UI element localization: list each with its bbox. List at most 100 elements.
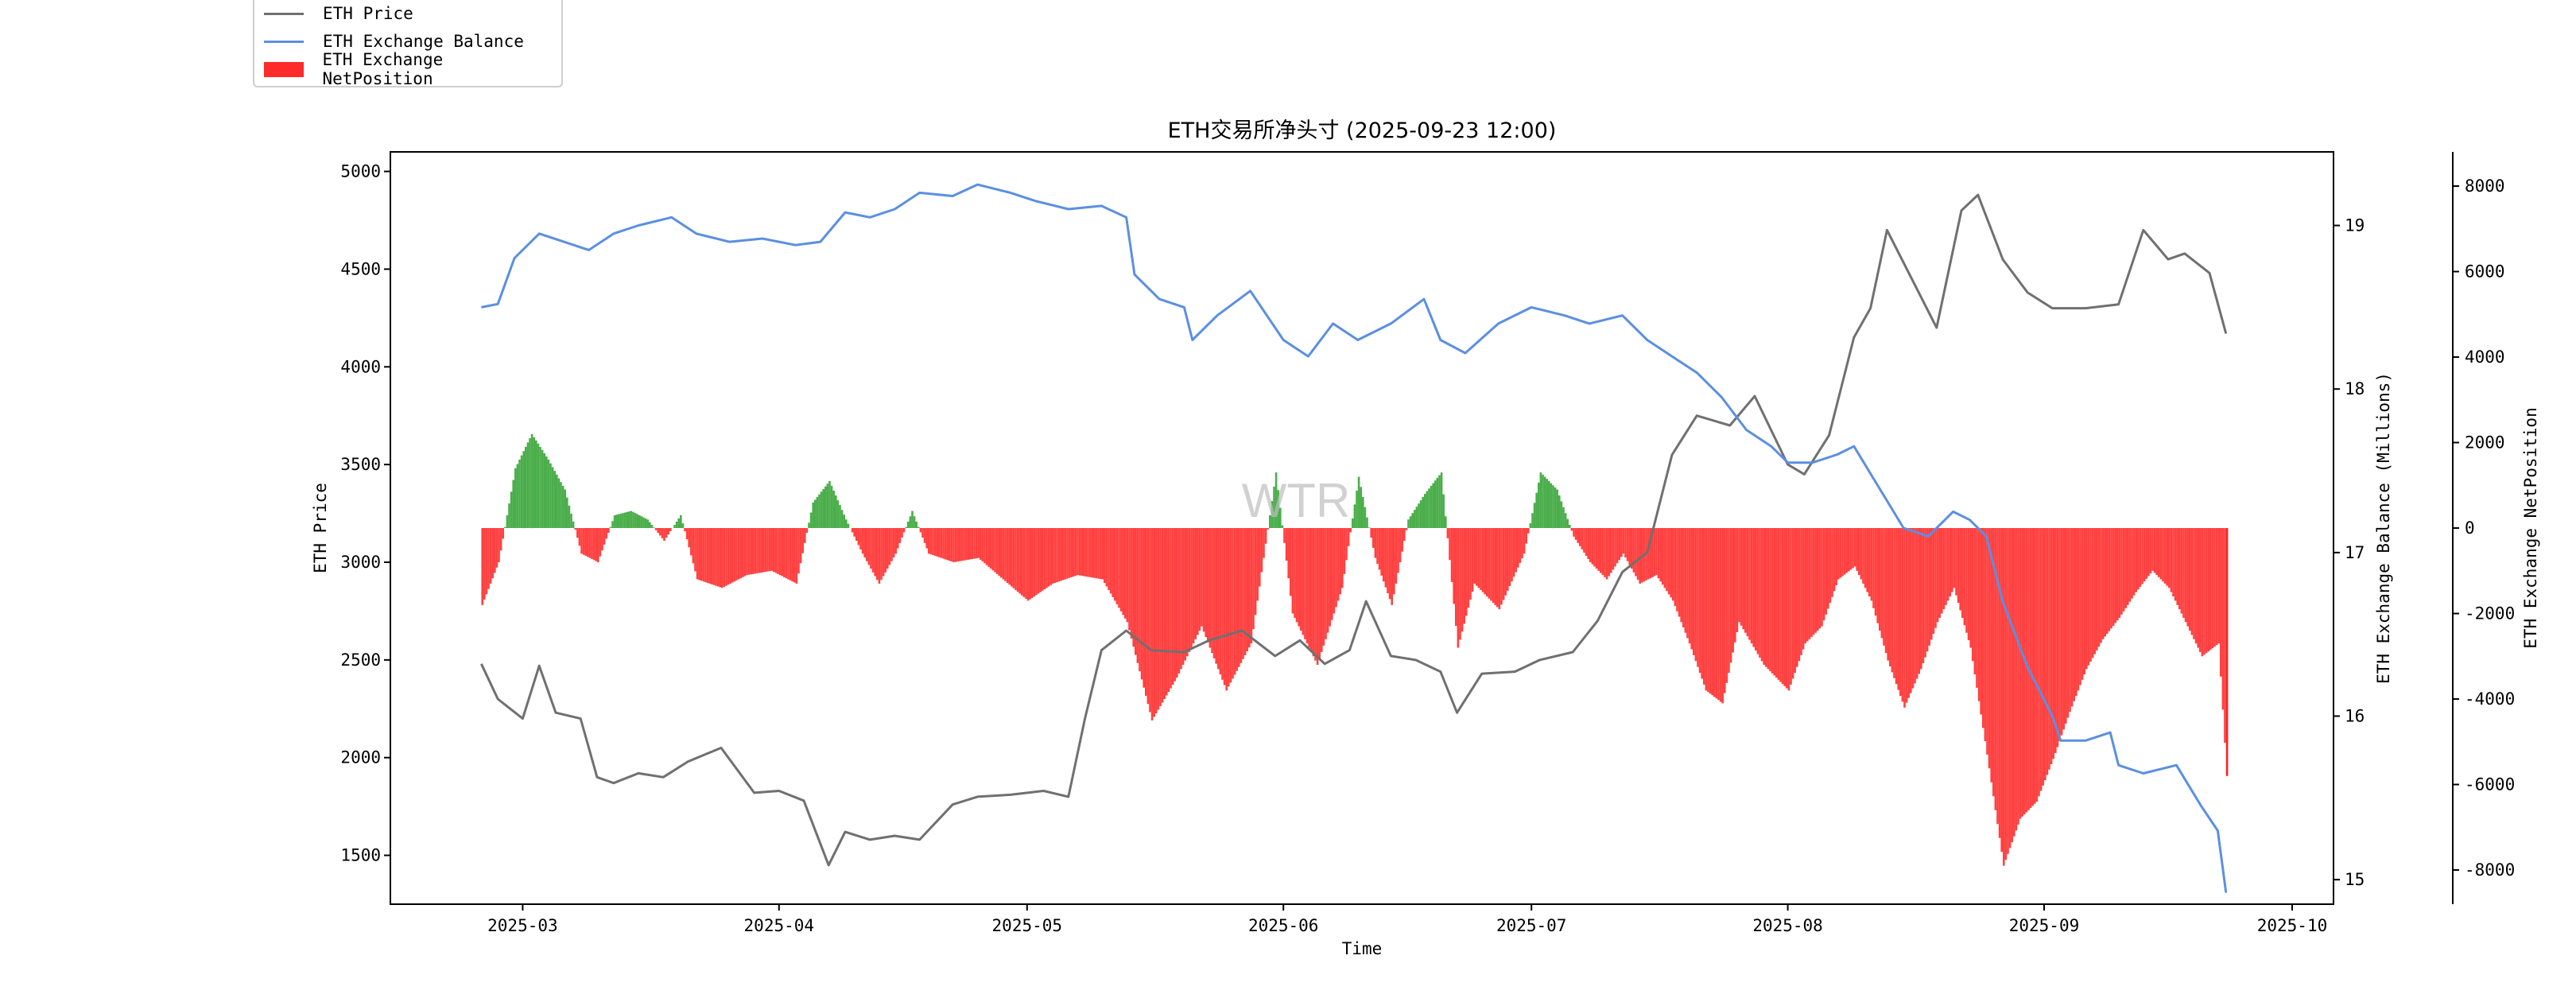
netposition-bar bbox=[1339, 528, 1341, 595]
netposition-bar bbox=[1321, 528, 1323, 652]
netposition-bar bbox=[1848, 528, 1850, 572]
netposition-bar bbox=[1750, 528, 1753, 644]
netposition-bar bbox=[1511, 528, 1513, 582]
netposition-bars bbox=[481, 433, 2229, 866]
netposition-bar bbox=[1409, 516, 1412, 528]
netposition-bar bbox=[1304, 528, 1306, 639]
netposition-bar bbox=[1674, 528, 1677, 607]
netposition-bar bbox=[1732, 528, 1734, 653]
netposition-bar bbox=[535, 440, 537, 528]
netposition-bar bbox=[1759, 528, 1761, 658]
netposition-bar bbox=[1684, 528, 1687, 633]
netposition-bar bbox=[2124, 528, 2127, 608]
netposition-bar bbox=[1184, 528, 1186, 661]
netposition-bar bbox=[1990, 528, 1992, 783]
netposition-bar bbox=[1946, 528, 1949, 601]
netposition-bar bbox=[1618, 528, 1620, 561]
netposition-bar bbox=[2091, 528, 2094, 658]
netposition-bar bbox=[783, 528, 786, 577]
netposition-bar bbox=[638, 515, 641, 528]
y-left-tick-label: 2500 bbox=[340, 651, 381, 670]
x-tick-label: 2025-05 bbox=[992, 916, 1063, 935]
netposition-bar bbox=[2108, 528, 2111, 631]
netposition-bar bbox=[1866, 528, 1868, 592]
netposition-bar bbox=[1680, 528, 1682, 623]
netposition-bar bbox=[1996, 528, 1999, 825]
netposition-bar bbox=[1711, 528, 1713, 696]
netposition-bar bbox=[574, 528, 576, 530]
netposition-bar bbox=[1583, 528, 1585, 553]
netposition-bar bbox=[659, 528, 661, 536]
netposition-bar bbox=[495, 528, 499, 568]
netposition-bar bbox=[1047, 528, 1050, 587]
netposition-bar bbox=[526, 442, 530, 528]
netposition-bar bbox=[680, 515, 682, 528]
netposition-bar bbox=[1109, 528, 1112, 594]
netposition-bar bbox=[1170, 528, 1172, 689]
y-left-tick-label: 3500 bbox=[340, 455, 381, 474]
netposition-bar bbox=[859, 528, 862, 550]
netposition-bar bbox=[1924, 528, 1926, 658]
netposition-bar bbox=[1372, 528, 1375, 548]
netposition-bar bbox=[1593, 528, 1596, 567]
netposition-bar bbox=[1018, 528, 1021, 594]
netposition-bar bbox=[1620, 528, 1623, 557]
netposition-bar bbox=[1450, 528, 1453, 582]
netposition-bar bbox=[2225, 528, 2229, 776]
netposition-bar bbox=[1011, 528, 1013, 587]
netposition-bar bbox=[1308, 528, 1310, 648]
netposition-bar bbox=[592, 528, 596, 561]
netposition-bar bbox=[1773, 528, 1775, 676]
netposition-bar bbox=[557, 478, 561, 528]
netposition-bar bbox=[1686, 528, 1689, 639]
netposition-bar bbox=[2066, 528, 2070, 718]
netposition-bar bbox=[2184, 528, 2187, 623]
netposition-bar bbox=[913, 516, 916, 528]
netposition-bar bbox=[1287, 528, 1290, 579]
netposition-bar bbox=[1391, 528, 1393, 605]
netposition-bar bbox=[1498, 528, 1501, 610]
netposition-bar bbox=[2201, 528, 2204, 657]
netposition-bar bbox=[911, 511, 914, 528]
netposition-bar bbox=[1004, 528, 1007, 581]
netposition-bar bbox=[560, 482, 562, 528]
netposition-bar bbox=[518, 460, 521, 528]
netposition-bar bbox=[568, 505, 571, 528]
netposition-bar bbox=[857, 528, 860, 546]
netposition-bar bbox=[1790, 528, 1792, 685]
netposition-bar bbox=[1219, 528, 1222, 675]
netposition-bar bbox=[644, 518, 647, 528]
netposition-bar bbox=[599, 528, 602, 557]
netposition-bar bbox=[1188, 528, 1191, 652]
netposition-bar bbox=[1883, 528, 1885, 646]
netposition-bar bbox=[626, 511, 628, 528]
netposition-bar bbox=[1604, 528, 1606, 577]
netposition-bar bbox=[646, 519, 649, 529]
netposition-bar bbox=[1399, 528, 1402, 562]
netposition-bar bbox=[1500, 528, 1503, 605]
netposition-bar bbox=[1600, 528, 1602, 573]
netposition-bar bbox=[2221, 528, 2225, 710]
netposition-bar bbox=[773, 528, 775, 573]
netposition-bar bbox=[1860, 528, 1863, 580]
netposition-bar bbox=[1016, 528, 1019, 592]
netposition-bar bbox=[584, 528, 587, 556]
netposition-bar bbox=[1791, 528, 1794, 679]
netposition-bar bbox=[886, 528, 889, 569]
netposition-bar bbox=[946, 528, 949, 561]
netposition-bar bbox=[1477, 528, 1480, 588]
netposition-bar bbox=[944, 528, 947, 560]
netposition-bar bbox=[2079, 528, 2081, 685]
netposition-bar bbox=[2116, 528, 2119, 621]
netposition-bar bbox=[1569, 525, 1571, 528]
netposition-bar bbox=[1833, 528, 1836, 592]
netposition-bar bbox=[1853, 528, 1856, 567]
netposition-bar bbox=[861, 528, 864, 554]
netposition-bar bbox=[874, 528, 876, 577]
netposition-bar bbox=[1605, 528, 1608, 580]
netposition-bar bbox=[1724, 528, 1726, 693]
netposition-bar bbox=[1387, 528, 1389, 593]
netposition-bar bbox=[1988, 528, 1991, 769]
netposition-bar bbox=[506, 515, 509, 528]
netposition-bar bbox=[1471, 528, 1474, 592]
